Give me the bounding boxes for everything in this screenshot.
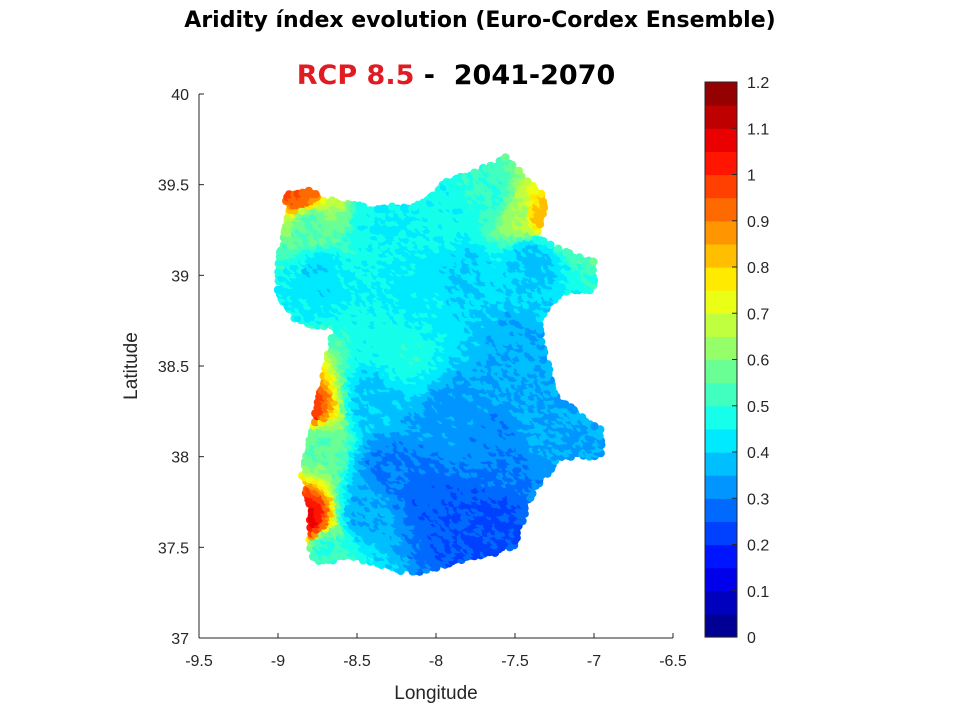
subtitle-separator: - xyxy=(414,60,454,91)
period-label: 2041-2070 xyxy=(453,60,616,91)
data-point xyxy=(590,422,599,431)
chart-subtitle: RCP 8.5 - 2041-2070 xyxy=(0,60,912,91)
data-point xyxy=(569,405,578,415)
data-point xyxy=(561,400,570,409)
data-point xyxy=(578,413,587,422)
chart-title: Aridity índex evolution (Euro-Cordex Ens… xyxy=(184,8,776,33)
data-points xyxy=(273,153,606,576)
scenario-label: RCP 8.5 xyxy=(296,60,415,91)
data-point xyxy=(589,257,598,266)
